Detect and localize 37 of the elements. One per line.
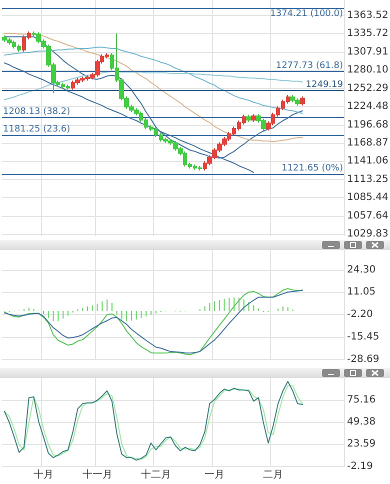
line-series (4, 70, 303, 100)
ref-line-label: 1249.19 (306, 80, 344, 90)
candlestick (300, 96, 305, 106)
x-tick-label: 十一月 (82, 468, 112, 480)
x-tick-label: 一月 (204, 470, 225, 480)
y-tick-label: 1335.72 (347, 28, 388, 40)
x-tick-label: 十二月 (140, 468, 171, 480)
y-tick-label: 1113.25 (347, 174, 388, 185)
y-tick-label: -15.45 (347, 332, 380, 343)
y-tick-label: 1168.87 (347, 137, 388, 148)
y-tick-label: 11.05 (347, 286, 376, 298)
ref-line-label: 1208.13 (38.2) (3, 106, 70, 117)
y-tick-label: 1085.44 (347, 192, 388, 204)
y-tick-label: 1280.10 (347, 64, 388, 76)
x-tick-label: 十月 (34, 468, 54, 480)
x-tick-label: 二月 (263, 470, 284, 480)
y-tick-label: 1224.48 (347, 101, 388, 112)
candlestick (246, 114, 251, 122)
y-tick-label: 1252.29 (347, 82, 388, 94)
y-tick-label: 49.38 (347, 416, 376, 428)
y-tick-label: -2.20 (347, 309, 373, 320)
y-tick-label: 1196.68 (347, 119, 388, 130)
y-tick-label: 1307.91 (347, 46, 388, 58)
ref-line-label: 1374.21 (100.0) (270, 8, 343, 19)
y-tick-label: 1029.83 (347, 228, 388, 240)
y-tick-label: 24.30 (347, 264, 376, 276)
y-tick-label: -2.19 (347, 460, 373, 472)
ref-line-label: 1277.73 (61.8) (276, 61, 343, 72)
y-tick-label: 1363.52 (347, 10, 388, 21)
y-tick-label: 23.59 (347, 438, 376, 450)
y-tick-label: 75.16 (347, 394, 376, 406)
ref-line-label: 1181.25 (23.6) (3, 124, 70, 134)
y-tick-label: -28.69 (347, 354, 380, 365)
candlestick (251, 114, 256, 122)
y-tick-label: 1057.64 (347, 210, 388, 222)
ref-line-label: 1121.65 (0%) (282, 163, 343, 174)
y-tick-label: 1141.06 (347, 156, 388, 167)
